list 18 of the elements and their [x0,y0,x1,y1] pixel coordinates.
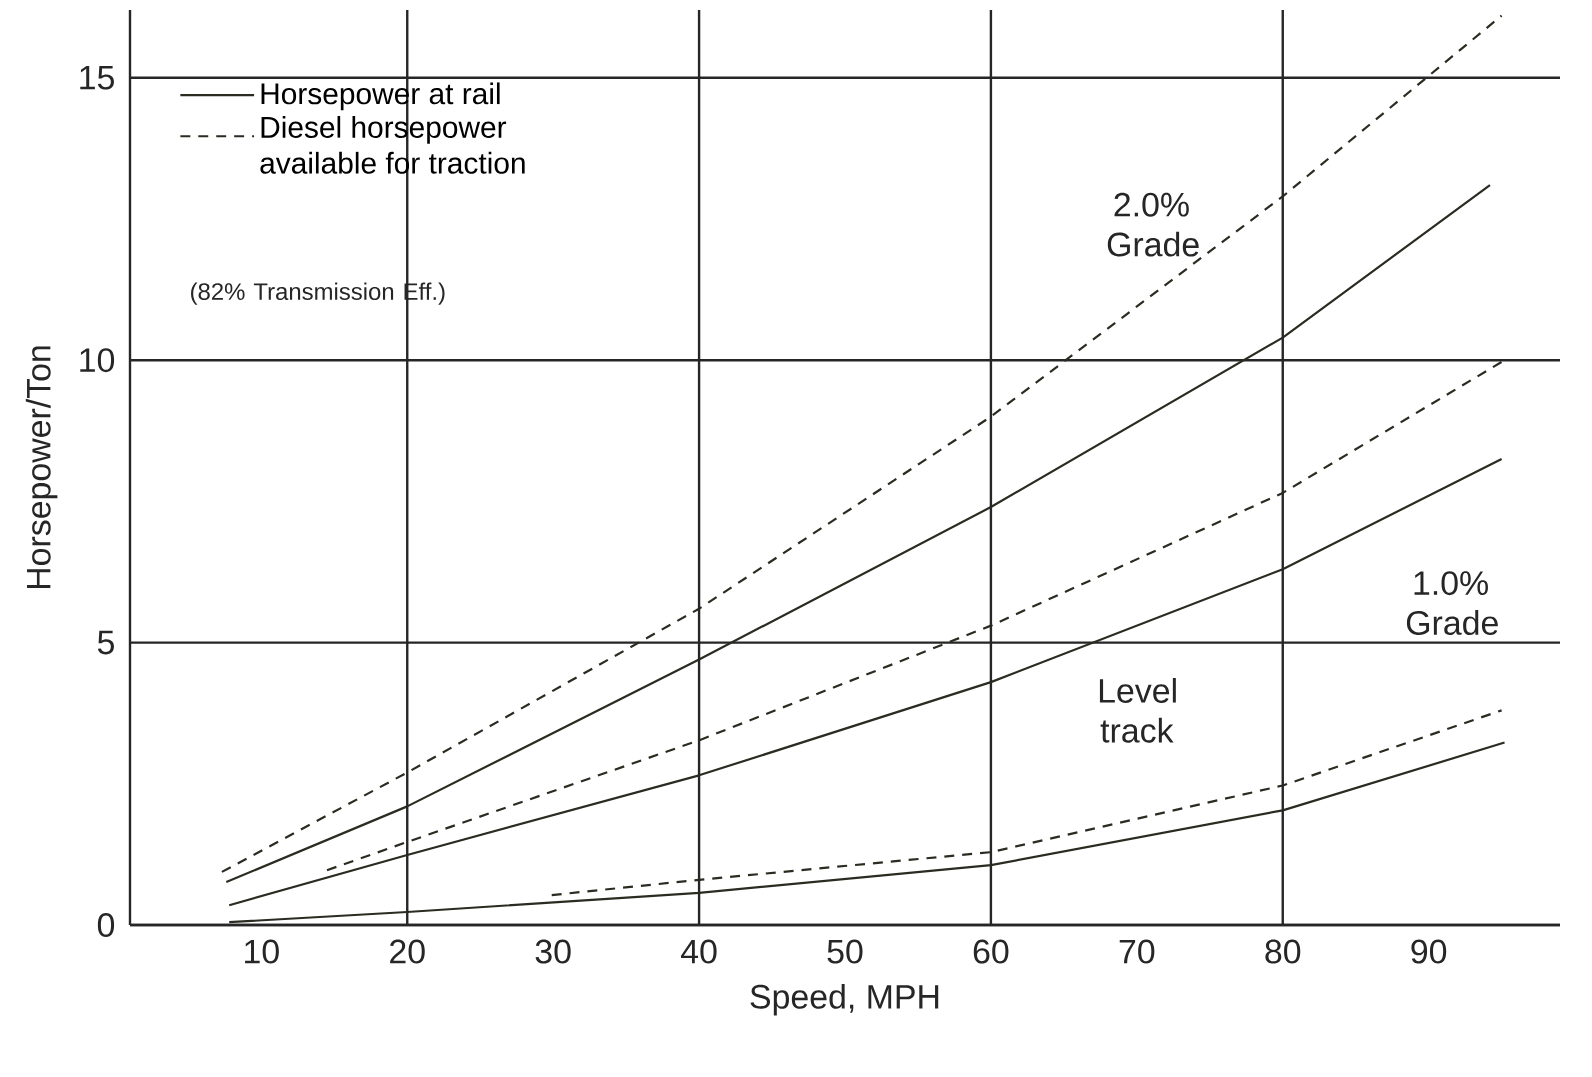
x-tick-label: 30 [535,939,571,964]
x-tick-label: 40 [681,939,717,964]
x-tick-label: 50 [827,939,863,964]
x-tick-label: 70 [1119,939,1155,964]
y-tick-label: 10 [80,348,115,373]
x-tick-label: 80 [1265,939,1301,964]
y-tick-label: 0 [97,913,115,937]
x-axis-title: Speed, MPH [750,983,939,1016]
annotation: Level track [1099,678,1176,743]
x-tick-label: 90 [1411,939,1447,964]
y-axis-title: Horsepower/Ton [25,346,58,589]
annotation: 1.0% Grade [1406,571,1498,635]
annotation: 2.0% Grade [1107,192,1199,257]
x-tick-label: 10 [245,939,279,964]
x-tick-label: 20 [390,939,425,964]
x-tick-label: 60 [973,939,1009,964]
y-tick-label: 5 [97,630,114,655]
y-tick-label: 15 [80,65,114,90]
